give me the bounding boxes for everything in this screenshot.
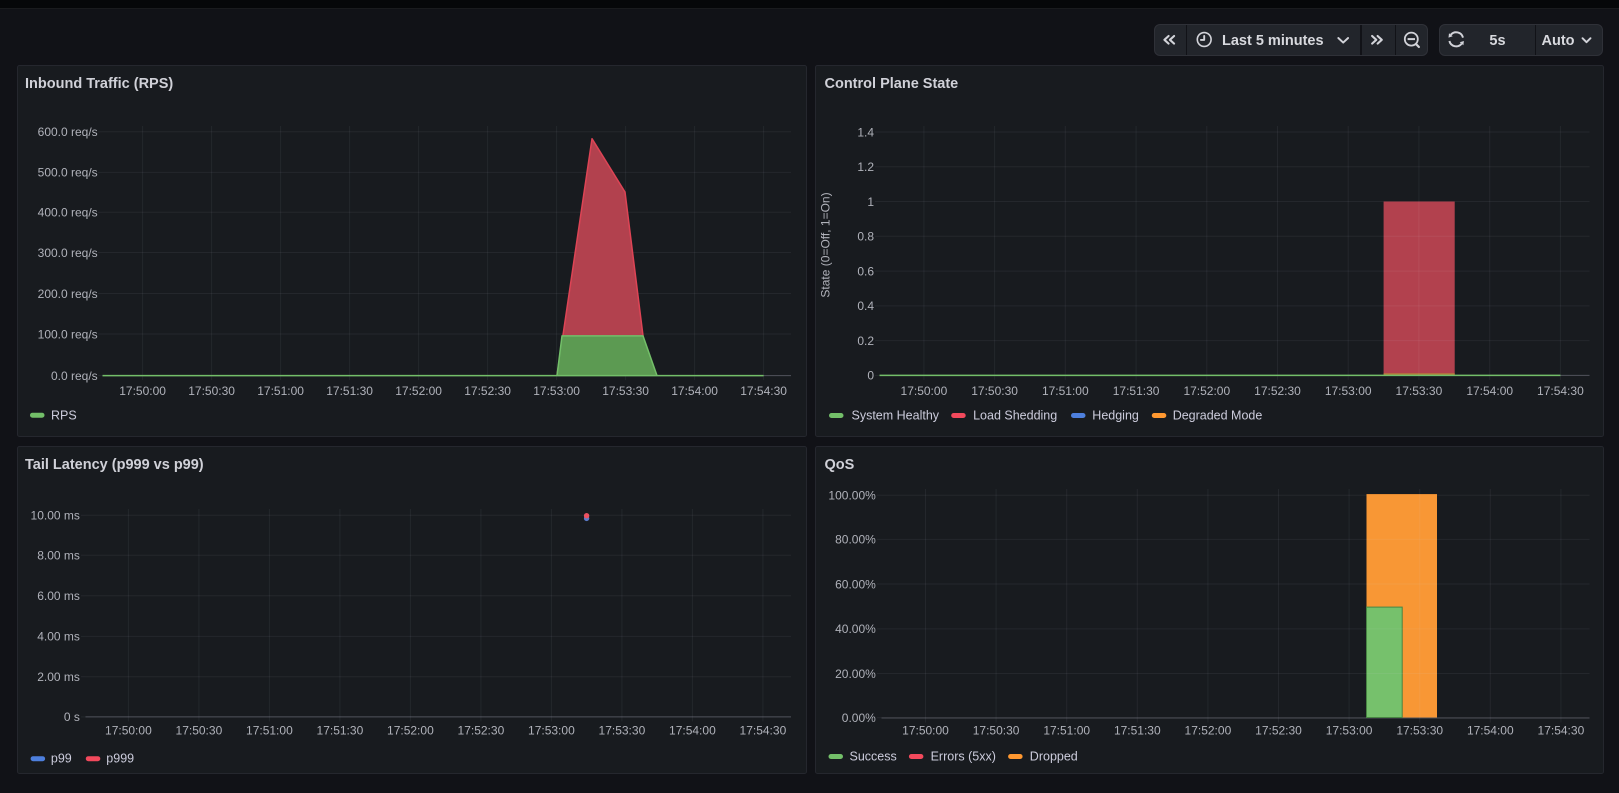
svg-text:17:51:00: 17:51:00	[257, 384, 304, 398]
svg-text:17:53:00: 17:53:00	[533, 384, 580, 398]
svg-text:0.2: 0.2	[857, 334, 874, 348]
svg-text:4.00 ms: 4.00 ms	[37, 630, 80, 644]
svg-text:1.4: 1.4	[857, 125, 874, 139]
svg-text:p99: p99	[51, 752, 72, 766]
svg-text:System Healthy: System Healthy	[851, 409, 939, 423]
svg-text:17:50:30: 17:50:30	[971, 384, 1018, 398]
svg-text:17:52:00: 17:52:00	[395, 384, 442, 398]
svg-text:17:51:30: 17:51:30	[326, 384, 373, 398]
svg-text:Auto: Auto	[1541, 33, 1574, 49]
svg-text:17:54:30: 17:54:30	[1537, 724, 1584, 738]
svg-text:40.00%: 40.00%	[835, 622, 876, 636]
svg-text:0 s: 0 s	[64, 710, 80, 724]
svg-text:17:52:30: 17:52:30	[458, 724, 505, 738]
svg-text:17:54:30: 17:54:30	[1537, 384, 1584, 398]
svg-text:600.0 req/s: 600.0 req/s	[38, 125, 98, 139]
svg-text:17:51:00: 17:51:00	[1041, 384, 1088, 398]
svg-text:17:54:00: 17:54:00	[671, 384, 718, 398]
svg-text:17:50:30: 17:50:30	[176, 724, 223, 738]
svg-text:400.0 req/s: 400.0 req/s	[38, 206, 98, 220]
svg-text:1.2: 1.2	[857, 160, 874, 174]
svg-text:6.00 ms: 6.00 ms	[37, 589, 80, 603]
svg-text:17:54:30: 17:54:30	[740, 724, 787, 738]
svg-text:0.6: 0.6	[857, 264, 874, 278]
svg-text:17:52:00: 17:52:00	[1184, 724, 1231, 738]
svg-text:p999: p999	[106, 752, 134, 766]
svg-text:17:52:30: 17:52:30	[1255, 724, 1302, 738]
svg-text:Inbound Traffic (RPS): Inbound Traffic (RPS)	[25, 76, 173, 92]
svg-text:RPS: RPS	[51, 408, 77, 422]
svg-text:17:53:00: 17:53:00	[1325, 724, 1372, 738]
svg-text:17:52:00: 17:52:00	[387, 724, 434, 738]
svg-text:100.0 req/s: 100.0 req/s	[38, 327, 98, 341]
svg-text:17:50:30: 17:50:30	[972, 724, 1019, 738]
svg-text:0.4: 0.4	[857, 299, 874, 313]
svg-text:17:51:30: 17:51:30	[1112, 384, 1159, 398]
svg-text:0.0 req/s: 0.0 req/s	[51, 369, 98, 383]
svg-text:State (0=Off, 1=On): State (0=Off, 1=On)	[818, 192, 832, 297]
svg-text:17:50:00: 17:50:00	[900, 384, 947, 398]
svg-text:17:54:00: 17:54:00	[669, 724, 716, 738]
svg-text:17:52:30: 17:52:30	[1254, 384, 1301, 398]
svg-text:17:54:00: 17:54:00	[1466, 724, 1513, 738]
svg-text:Degraded Mode: Degraded Mode	[1172, 409, 1262, 423]
svg-text:0.00%: 0.00%	[841, 711, 875, 725]
svg-text:10.00 ms: 10.00 ms	[31, 509, 80, 523]
svg-text:17:50:00: 17:50:00	[119, 384, 166, 398]
svg-text:17:54:30: 17:54:30	[740, 384, 787, 398]
svg-text:17:53:30: 17:53:30	[602, 384, 649, 398]
svg-text:17:51:30: 17:51:30	[1113, 724, 1160, 738]
svg-text:Dropped: Dropped	[1029, 750, 1077, 764]
svg-text:8.00 ms: 8.00 ms	[37, 549, 80, 563]
svg-text:60.00%: 60.00%	[835, 577, 876, 591]
svg-text:17:53:30: 17:53:30	[1395, 384, 1442, 398]
svg-text:0.8: 0.8	[857, 230, 874, 244]
svg-text:17:51:00: 17:51:00	[1043, 724, 1090, 738]
svg-text:QoS: QoS	[824, 457, 854, 473]
svg-text:100.00%: 100.00%	[828, 489, 876, 503]
svg-text:17:51:00: 17:51:00	[246, 724, 293, 738]
svg-text:17:53:30: 17:53:30	[599, 724, 646, 738]
svg-text:17:52:30: 17:52:30	[464, 384, 511, 398]
svg-text:17:51:30: 17:51:30	[317, 724, 364, 738]
svg-text:Last 5 minutes: Last 5 minutes	[1222, 33, 1324, 49]
svg-text:17:54:00: 17:54:00	[1466, 384, 1513, 398]
svg-text:17:53:30: 17:53:30	[1396, 724, 1443, 738]
svg-text:17:53:00: 17:53:00	[1324, 384, 1371, 398]
svg-text:Success: Success	[849, 750, 896, 764]
svg-text:Load Shedding: Load Shedding	[973, 409, 1057, 423]
svg-text:20.00%: 20.00%	[835, 667, 876, 681]
svg-text:Control Plane State: Control Plane State	[824, 76, 958, 92]
svg-text:2.00 ms: 2.00 ms	[37, 670, 80, 684]
svg-text:17:50:00: 17:50:00	[105, 724, 152, 738]
svg-text:300.0 req/s: 300.0 req/s	[38, 246, 98, 260]
svg-text:500.0 req/s: 500.0 req/s	[38, 166, 98, 180]
svg-text:Tail Latency (p999 vs p99): Tail Latency (p999 vs p99)	[25, 457, 204, 473]
svg-text:17:50:00: 17:50:00	[902, 724, 949, 738]
svg-text:1: 1	[867, 195, 874, 209]
svg-text:80.00%: 80.00%	[835, 533, 876, 547]
svg-text:17:52:00: 17:52:00	[1183, 384, 1230, 398]
svg-text:Errors (5xx): Errors (5xx)	[930, 750, 995, 764]
svg-text:200.0 req/s: 200.0 req/s	[38, 287, 98, 301]
svg-text:17:50:30: 17:50:30	[188, 384, 235, 398]
svg-text:17:53:00: 17:53:00	[528, 724, 575, 738]
svg-text:Hedging: Hedging	[1092, 409, 1139, 423]
svg-text:0: 0	[867, 369, 874, 383]
svg-text:5s: 5s	[1489, 33, 1505, 49]
